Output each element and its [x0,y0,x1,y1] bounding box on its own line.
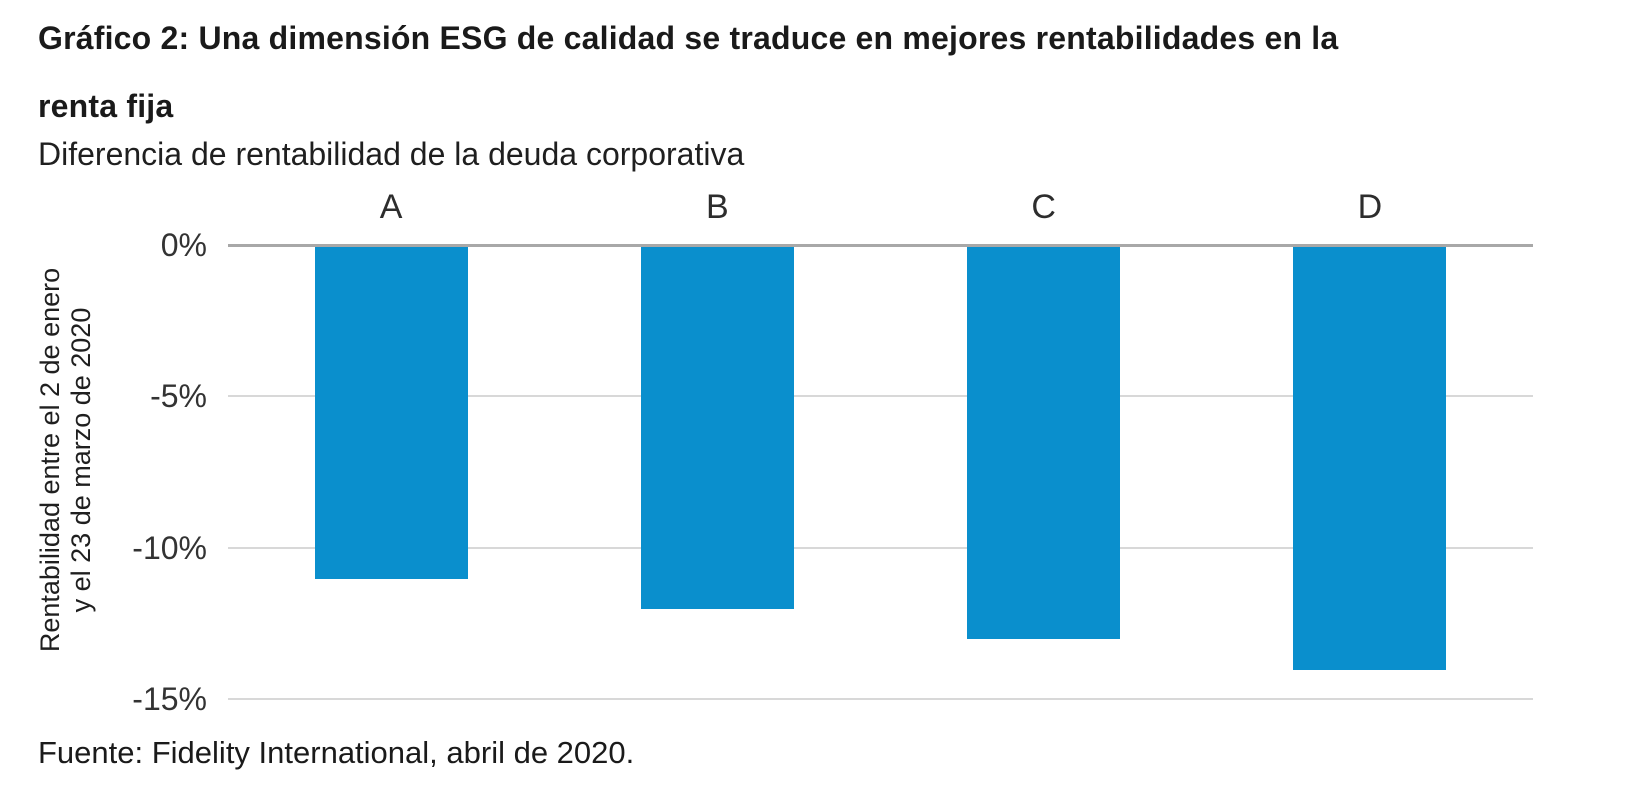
y-tick-label: 0% [160,227,207,263]
category-label-d: D [1357,188,1383,226]
chart-title-line-1: Gráfico 2: Una dimensión ESG de calidad … [38,20,1339,56]
y-axis-label: Rentabilidad entre el 2 de enero y el 23 … [35,268,97,652]
y-axis-label-line-2: y el 23 de marzo de 2020 [66,307,96,613]
source-note: Fuente: Fidelity International, abril de… [38,735,635,770]
category-label-b: B [706,188,729,226]
bar-d [1293,246,1447,670]
chart-subtitle: Diferencia de rentabilidad de la deuda c… [38,136,745,172]
chart-title: Gráfico 2: Una dimensión ESG de calidad … [38,4,1338,140]
bar-c [967,246,1121,640]
plot-area [228,243,1533,700]
y-tick-label: -10% [132,529,207,566]
y-axis-label-line-1: Rentabilidad entre el 2 de enero [35,267,65,653]
y-tick-label: -15% [132,681,207,717]
category-label-a: A [379,188,403,226]
bar-chart: Rentabilidad entre el 2 de enero y el 23 … [0,185,1652,717]
gridline [228,546,1533,549]
y-tick-label: -5% [150,378,207,415]
gridline [228,698,1533,700]
category-label-c: C [1031,188,1056,226]
chart-title-line-2: renta fija [38,88,174,124]
bar-a [314,246,468,579]
gridline [228,395,1533,398]
bar-b [640,246,794,610]
zero-axis-line [228,243,1533,247]
